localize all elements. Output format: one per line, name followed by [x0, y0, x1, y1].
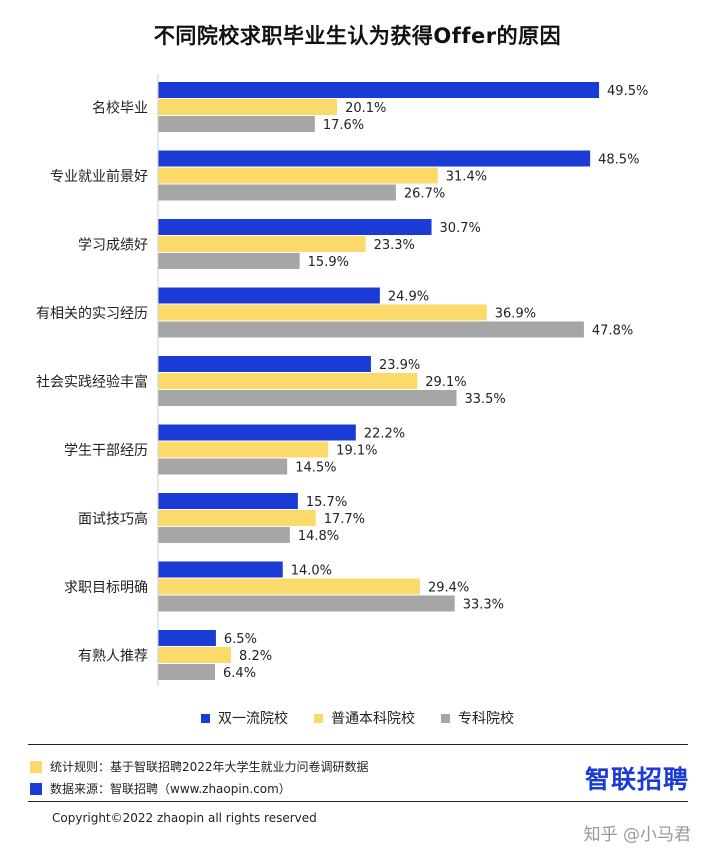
data-label: 15.7%: [306, 495, 347, 510]
category-label: 社会实践经验丰富: [36, 374, 148, 391]
data-label: 6.4%: [223, 666, 256, 681]
legend-swatch-series-1: [201, 713, 210, 723]
bar-1: [158, 150, 591, 167]
data-label: 17.7%: [324, 512, 365, 527]
bar-1: [158, 561, 283, 578]
chart-title: 不同院校求职毕业生认为获得Offer的原因: [153, 24, 562, 48]
category-label: 学习成绩好: [78, 238, 148, 254]
legend: 双一流院校 普通本科院校 专科院校: [0, 708, 715, 728]
note-rule-swatch: [30, 760, 42, 773]
data-label: 48.5%: [598, 153, 639, 168]
bar-2: [158, 236, 366, 252]
category-label: 求职目标明确: [64, 580, 148, 596]
data-label: 26.7%: [404, 187, 445, 202]
bar-1: [158, 356, 371, 372]
category-label: 有相关的实习经历: [36, 306, 148, 322]
category-label: 专业就业前景好: [50, 168, 148, 185]
watermark: 知乎 @小马君: [583, 825, 691, 845]
bar-2: [158, 647, 232, 663]
note-source-swatch: [30, 782, 42, 795]
data-label: 14.0%: [291, 564, 332, 579]
footer-note-source: 数据来源：智联招聘（www.zhaopin.com）: [30, 780, 291, 797]
data-label: 49.5%: [607, 84, 648, 99]
bar-2: [158, 373, 418, 389]
bar-3: [158, 390, 457, 406]
bar-1: [158, 219, 432, 235]
note-source-text: 数据来源：智联招聘（www.zhaopin.com）: [50, 782, 291, 796]
bar-2: [158, 578, 420, 595]
bar-3: [158, 253, 300, 269]
bar-3: [158, 458, 288, 475]
bar-1: [158, 82, 600, 98]
data-label: 20.1%: [345, 101, 386, 116]
data-label: 33.5%: [464, 392, 505, 407]
data-label: 24.9%: [388, 290, 429, 305]
bar-1: [158, 287, 380, 304]
bar-3: [158, 664, 216, 680]
bar-1: [158, 630, 216, 646]
footer: 统计规则：基于智联招聘2022年大学生就业力问卷调研数据 数据来源：智联招聘（w…: [0, 744, 715, 861]
bar-2: [158, 99, 338, 115]
bar-1: [158, 424, 356, 441]
bar-3: [158, 527, 290, 543]
data-label: 17.6%: [323, 118, 364, 133]
data-label: 23.9%: [379, 358, 420, 373]
data-label: 29.1%: [425, 375, 466, 390]
data-label: 36.9%: [495, 307, 536, 322]
category-label: 学生干部经历: [64, 443, 148, 459]
note-rule-text: 统计规则：基于智联招聘2022年大学生就业力问卷调研数据: [50, 760, 369, 774]
category-label: 有熟人推荐: [78, 649, 148, 665]
legend-swatch-series-2: [314, 713, 323, 723]
copyright: Copyright©2022 zhaopin all rights reserv…: [52, 811, 317, 825]
bar-chart: 名校毕业 49.5% 20.1% 17.6% 专业就业前景好 48.5% 31.4%26.7…: [36, 74, 648, 686]
footer-note-rule: 统计规则：基于智联招聘2022年大学生就业力问卷调研数据: [30, 758, 369, 775]
data-label: 47.8%: [592, 324, 633, 339]
data-label: 19.1%: [336, 444, 377, 459]
bar-3: [158, 184, 396, 201]
bar-3: [158, 595, 455, 612]
bar-2: [158, 441, 329, 458]
data-label: 6.5%: [224, 632, 257, 647]
bar-1: [158, 493, 298, 509]
category-label: 名校毕业: [92, 100, 148, 117]
bar-3: [158, 116, 315, 132]
data-label: 33.3%: [463, 598, 504, 613]
footer-divider-top: [28, 744, 688, 745]
bar-2: [158, 510, 316, 526]
data-label: 8.2%: [239, 649, 272, 664]
data-label: 15.9%: [308, 255, 349, 270]
data-label: 29.4%: [428, 581, 469, 596]
legend-swatch-series-3: [441, 713, 450, 723]
data-label: 22.2%: [364, 427, 405, 442]
brand-logo: 智联招聘: [584, 765, 689, 794]
data-label: 31.4%: [446, 170, 487, 185]
data-label: 14.5%: [295, 461, 336, 476]
legend-label-series-2: 普通本科院校: [331, 711, 415, 727]
data-label: 30.7%: [440, 221, 481, 236]
legend-item-series-2: 普通本科院校: [314, 708, 415, 728]
data-label: 14.8%: [298, 529, 339, 544]
category-label: 面试技巧高: [78, 511, 148, 528]
legend-item-series-1: 双一流院校: [201, 708, 288, 728]
bar-2: [158, 167, 438, 184]
footer-divider-bottom: [28, 801, 688, 802]
legend-label-series-3: 专科院校: [458, 711, 514, 727]
bar-3: [158, 321, 584, 338]
legend-item-series-3: 专科院校: [441, 708, 514, 728]
data-label: 23.3%: [374, 238, 415, 253]
legend-label-series-1: 双一流院校: [218, 711, 288, 727]
bar-2: [158, 304, 487, 321]
